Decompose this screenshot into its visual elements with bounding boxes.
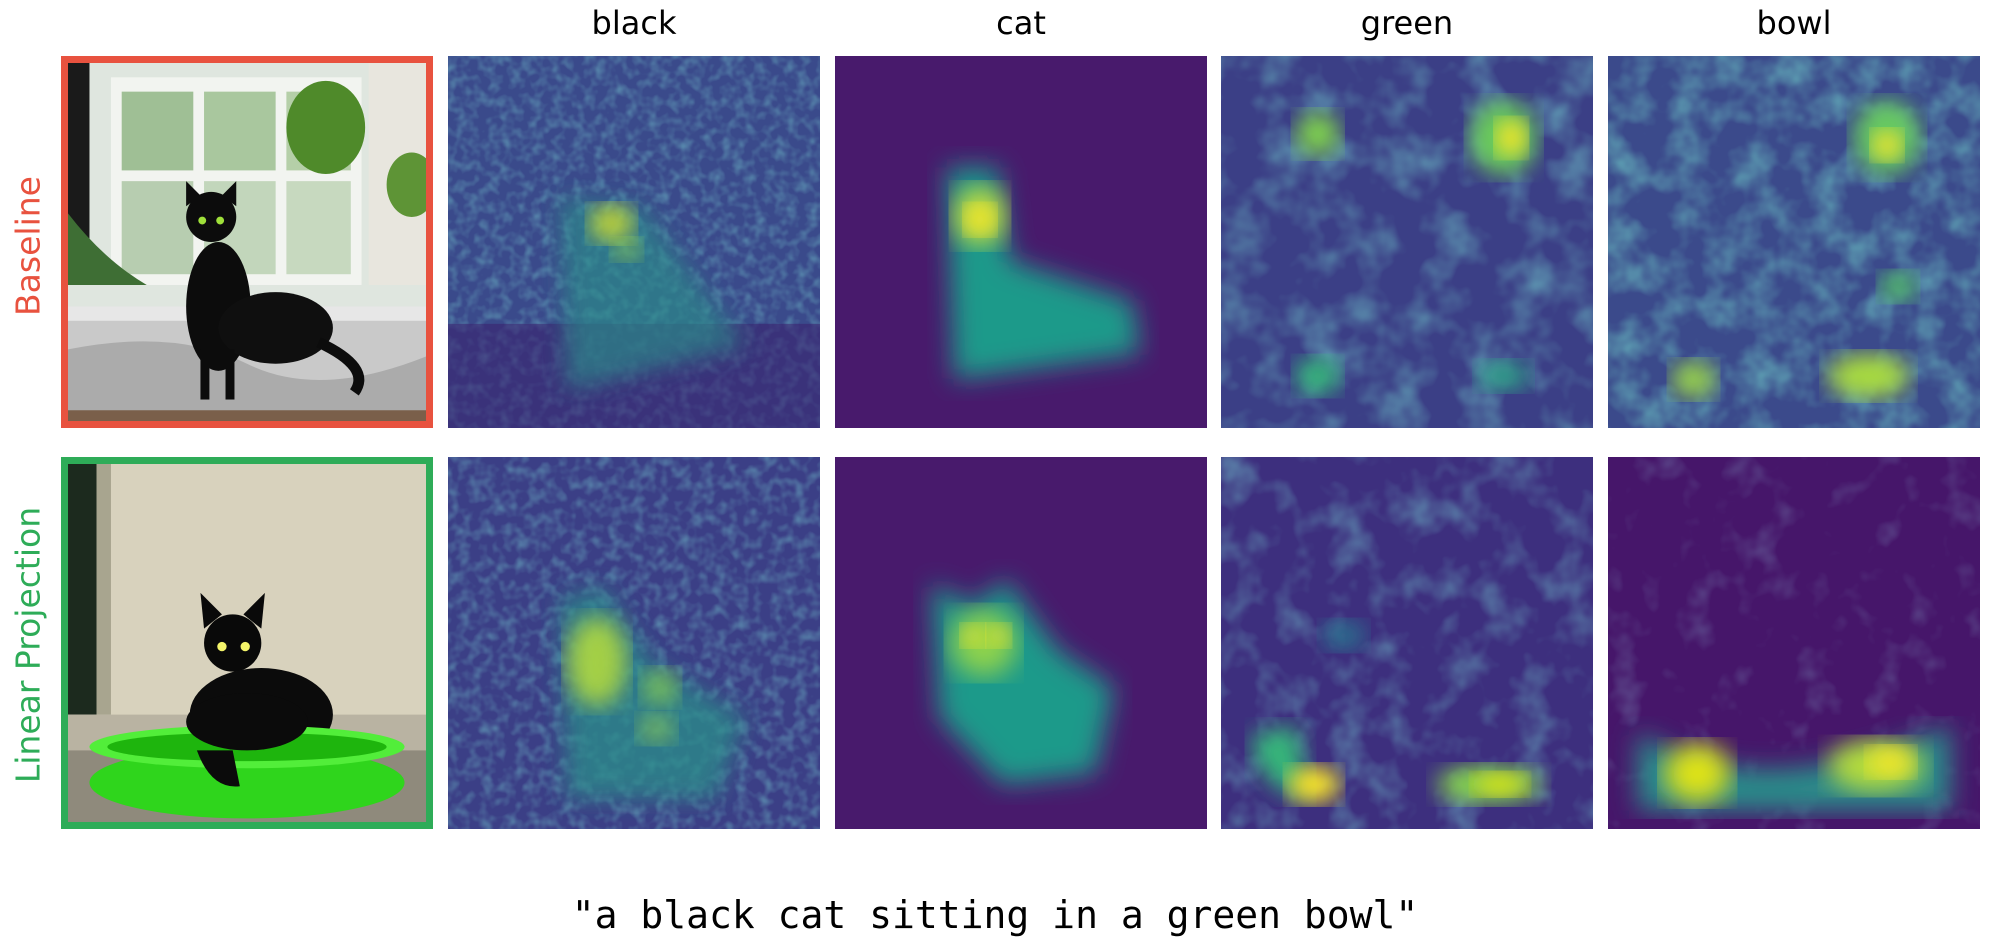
- column-label-bowl: bowl: [1756, 4, 1832, 42]
- column-label-black: black: [591, 4, 677, 42]
- heatmap-linear-projection-cat: [835, 457, 1207, 829]
- column-label-cat: cat: [996, 4, 1046, 42]
- row-label-baseline: Baseline: [8, 176, 48, 316]
- heatmap-baseline-black: [448, 56, 820, 428]
- baseline-generated-image: [61, 56, 433, 428]
- heatmap-linear-projection-black: [448, 457, 820, 829]
- linear-projection-generated-image: [61, 457, 433, 829]
- row-label-linear-projection: Linear Projection: [8, 506, 48, 784]
- heatmap-baseline-cat: [835, 56, 1207, 428]
- column-label-green: green: [1360, 4, 1454, 42]
- prompt-caption: "a black cat sitting in a green bowl": [571, 893, 1419, 937]
- heatmap-baseline-bowl: [1608, 56, 1980, 428]
- heatmap-linear-projection-bowl: [1608, 457, 1980, 829]
- heatmap-baseline-green: [1221, 56, 1593, 428]
- heatmap-linear-projection-green: [1221, 457, 1593, 829]
